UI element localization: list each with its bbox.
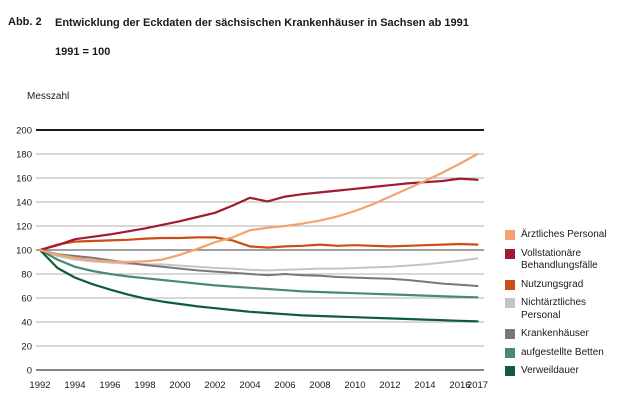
y-tick-label-20: 20 bbox=[21, 341, 32, 352]
chart-legend: Ärztliches Personal Vollstationäre Behand… bbox=[505, 229, 617, 384]
y-axis-title: Messzahl bbox=[27, 91, 70, 102]
x-tick-label-2004: 2004 bbox=[239, 380, 260, 391]
legend-item-7: Verweildauer bbox=[505, 365, 617, 378]
legend-swatch-icon bbox=[505, 329, 515, 339]
y-tick-label-200: 200 bbox=[16, 125, 32, 136]
figure-title-line2: 1991 = 100 bbox=[55, 46, 111, 58]
x-tick-label-2010: 2010 bbox=[344, 380, 365, 391]
chart-lines bbox=[38, 152, 479, 323]
y-tick-label-120: 120 bbox=[16, 221, 32, 232]
legend-swatch-icon bbox=[505, 279, 515, 290]
x-tick-label-2006: 2006 bbox=[274, 380, 295, 391]
y-tick-label-40: 40 bbox=[21, 317, 32, 328]
series-line-6 bbox=[38, 248, 479, 299]
y-tick-label-80: 80 bbox=[21, 269, 32, 280]
series-line-2 bbox=[38, 177, 479, 252]
legend-item-1: Ärztliches Personal bbox=[505, 229, 617, 242]
x-tick-label-2000: 2000 bbox=[169, 380, 190, 391]
legend-swatch-icon bbox=[505, 230, 515, 240]
x-tick-label-2008: 2008 bbox=[309, 380, 330, 391]
series-line-5 bbox=[39, 249, 479, 287]
legend-item-3: Nutzungsgrad bbox=[505, 279, 617, 292]
legend-swatch-icon bbox=[505, 366, 515, 376]
x-tick-label-2014: 2014 bbox=[414, 380, 435, 391]
figure-number: Abb. 2 bbox=[8, 16, 42, 28]
legend-swatch-icon bbox=[505, 248, 515, 259]
x-tick-labels: 1992 1994 1996 1998 2000 2002 2004 2006 2008 2010… bbox=[29, 380, 488, 391]
y-gridlines bbox=[36, 129, 484, 371]
x-tick-label-1998: 1998 bbox=[134, 380, 155, 391]
x-tick-label-1992: 1992 bbox=[29, 380, 50, 391]
x-tick-label-2002: 2002 bbox=[204, 380, 225, 391]
legend-label: Nutzungsgrad bbox=[521, 278, 584, 290]
y-tick-label-160: 160 bbox=[16, 173, 32, 184]
legend-item-5: Krankenhäuser bbox=[505, 328, 617, 341]
y-tick-label-100: 100 bbox=[16, 245, 32, 256]
series-line-4 bbox=[39, 249, 479, 272]
x-tick-label-2012: 2012 bbox=[379, 380, 400, 391]
legend-item-6: aufgestellte Betten bbox=[505, 347, 617, 360]
legend-item-2: Vollstationäre Behandlungsfälle bbox=[505, 248, 617, 273]
legend-label: Verweildauer bbox=[521, 365, 579, 376]
figure-title-line1: Entwicklung der Eckdaten der sächsischen… bbox=[55, 17, 469, 29]
legend-label: Nichtärztliches Personal bbox=[521, 297, 587, 321]
y-tick-label-140: 140 bbox=[16, 197, 32, 208]
figure-title-row: Abb. 2 Entwicklung der Eckdaten der säch… bbox=[8, 16, 469, 60]
series-line-1 bbox=[38, 152, 479, 264]
legend-label: Ärztliches Personal bbox=[521, 229, 607, 240]
legend-swatch-icon bbox=[505, 298, 515, 308]
legend-label: Krankenhäuser bbox=[521, 328, 589, 339]
figure-title: Entwicklung der Eckdaten der sächsischen… bbox=[55, 16, 469, 60]
legend-label: aufgestellte Betten bbox=[521, 346, 604, 358]
x-tick-label-2017: 2017 bbox=[467, 380, 488, 391]
y-tick-labels: 0 20 40 60 80 100 120 140 160 180 200 bbox=[16, 125, 32, 376]
x-tick-label-2016: 2016 bbox=[449, 380, 470, 391]
series-line-3 bbox=[38, 236, 479, 252]
legend-item-4: Nichtärztliches Personal bbox=[505, 297, 617, 322]
y-tick-label-180: 180 bbox=[16, 149, 32, 160]
x-tick-label-1996: 1996 bbox=[99, 380, 120, 391]
series-line-7 bbox=[38, 248, 479, 323]
y-tick-label-0: 0 bbox=[27, 365, 32, 376]
legend-label: Vollstationäre Behandlungsfälle bbox=[521, 247, 598, 272]
legend-swatch-icon bbox=[505, 347, 515, 358]
y-tick-label-60: 60 bbox=[21, 293, 32, 304]
x-tick-label-1994: 1994 bbox=[64, 380, 85, 391]
